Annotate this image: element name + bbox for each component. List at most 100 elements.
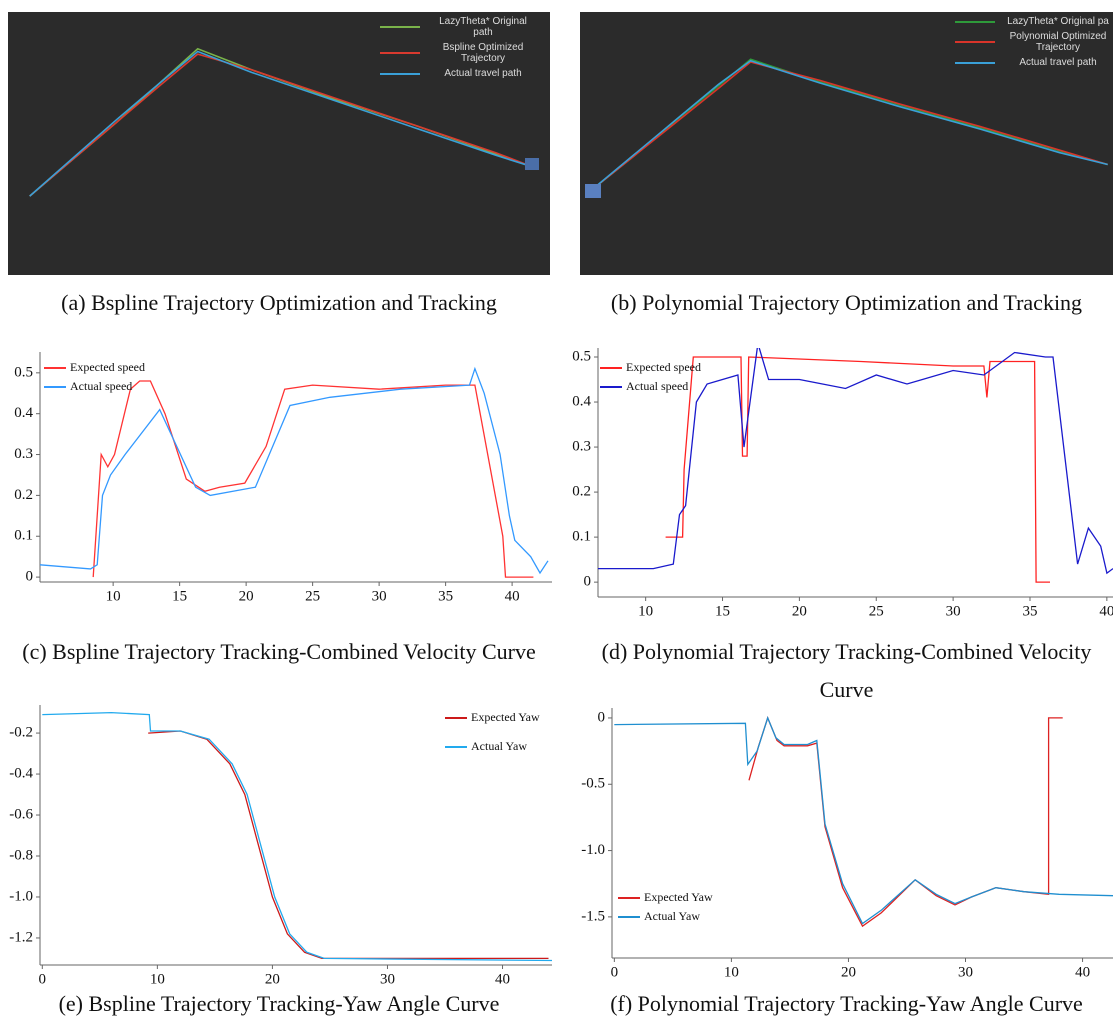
legend-swatch — [380, 26, 420, 28]
legend-entry: Expected speed — [44, 360, 145, 375]
legend-entry: Actual travel path — [380, 68, 538, 79]
series-line — [666, 357, 1050, 582]
legend-label: Actual Yaw — [644, 909, 700, 924]
legend-label: LazyTheta* Original pa — [1003, 16, 1113, 27]
legend-label: Bspline Optimized Trajectory — [428, 42, 538, 64]
series-line — [749, 718, 1063, 926]
series-line — [40, 369, 548, 573]
legend-swatch — [955, 62, 995, 64]
legend-label: Actual speed — [70, 379, 132, 394]
y-tick-label: -1.0 — [9, 888, 33, 904]
x-tick-label: 15 — [715, 603, 730, 619]
figure: 0 0.1 0.2 0.3 0.4 0.5 10 15 20 25 30 35 40 0 0.1 0.2 0.3… — [0, 0, 1113, 1036]
x-tick-label: 30 — [372, 588, 387, 604]
legend-swatch — [445, 746, 467, 748]
y-tick-label: 0.1 — [572, 529, 591, 545]
x-tick-label: 40 — [1075, 964, 1090, 980]
legend-label: Expected speed — [70, 360, 145, 375]
caption: (f) Polynomial Trajectory Tracking-Yaw A… — [580, 985, 1113, 1023]
legend-label: Expected speed — [626, 360, 701, 375]
legend: Expected speed Actual speed — [600, 360, 701, 398]
legend-entry: Expected speed — [600, 360, 701, 375]
legend-label: Expected Yaw — [471, 710, 540, 725]
x-tick-label: 30 — [946, 603, 961, 619]
x-tick-label: 20 — [239, 588, 254, 604]
y-tick-label: 0.2 — [14, 487, 33, 503]
legend-entry: Bspline Optimized Trajectory — [380, 42, 538, 64]
legend: LazyTheta* Original pa Polynomial Optimiz… — [955, 16, 1113, 72]
x-tick-label: 20 — [841, 964, 856, 980]
legend-entry: Actual speed — [600, 379, 701, 394]
legend: LazyTheta* Original path Bspline Optimize… — [380, 16, 538, 83]
x-tick-label: 35 — [438, 588, 453, 604]
y-tick-label: -1.0 — [581, 842, 605, 858]
y-tick-label: -0.6 — [9, 806, 33, 822]
x-tick-label: 25 — [305, 588, 320, 604]
x-tick-label: 0 — [611, 964, 619, 980]
legend-label: Actual travel path — [428, 68, 538, 79]
legend-label: Actual travel path — [1003, 57, 1113, 68]
legend-swatch — [445, 717, 467, 719]
x-tick-label: 40 — [505, 588, 520, 604]
legend-label: LazyTheta* Original path — [428, 16, 538, 38]
x-tick-label: 10 — [638, 603, 653, 619]
y-tick-label: 0.5 — [572, 348, 591, 364]
legend-swatch — [380, 52, 420, 54]
panel: 0 -0.5 -1.0 -1.5 0 10 20 30 40 — [581, 708, 1113, 980]
y-tick-label: -0.2 — [9, 725, 33, 741]
x-tick-label: 10 — [724, 964, 739, 980]
figure-canvas: 0 0.1 0.2 0.3 0.4 0.5 10 15 20 25 30 35 40 0 0.1 0.2 0.3… — [0, 0, 1113, 1036]
y-tick-label: 0.3 — [572, 438, 591, 454]
y-tick-label: 0.1 — [14, 528, 33, 544]
legend-entry: Actual travel path — [955, 57, 1113, 68]
legend-entry: LazyTheta* Original pa — [955, 16, 1113, 27]
robot-icon — [585, 184, 601, 198]
y-tick-label: -0.5 — [581, 776, 605, 792]
y-tick-label: 0.4 — [14, 405, 33, 421]
x-tick-label: 25 — [869, 603, 884, 619]
x-tick-label: 20 — [792, 603, 807, 619]
legend: Expected speed Actual speed — [44, 360, 145, 398]
caption: (e) Bspline Trajectory Tracking-Yaw Angl… — [8, 985, 550, 1023]
legend: Expected Yaw Actual Yaw — [618, 890, 713, 928]
y-tick-label: 0.2 — [572, 484, 591, 500]
y-tick-label: 0 — [598, 709, 606, 725]
y-tick-label: -1.5 — [581, 908, 605, 924]
legend-swatch — [618, 916, 640, 918]
y-tick-label: 0.5 — [14, 364, 33, 380]
legend-entry: Expected Yaw — [618, 890, 713, 905]
caption: (a) Bspline Trajectory Optimization and … — [8, 284, 550, 322]
legend-swatch — [380, 73, 420, 75]
x-tick-label: 30 — [958, 964, 973, 980]
legend-entry: Actual Yaw — [445, 739, 545, 754]
y-tick-label: -1.2 — [9, 929, 33, 945]
legend-label: Polynomial Optimized Trajectory — [1003, 31, 1113, 53]
y-tick-label: 0 — [26, 569, 34, 585]
x-tick-label: 15 — [172, 588, 187, 604]
legend-swatch — [44, 386, 66, 388]
y-tick-label: 0.4 — [572, 393, 591, 409]
x-tick-label: 10 — [106, 588, 121, 604]
legend-entry: LazyTheta* Original path — [380, 16, 538, 38]
legend-swatch — [44, 367, 66, 369]
legend-label: Expected Yaw — [644, 890, 713, 905]
robot-icon — [525, 158, 539, 170]
legend-entry: Polynomial Optimized Trajectory — [955, 31, 1113, 53]
x-tick-label: 40 — [1099, 603, 1113, 619]
legend-swatch — [600, 386, 622, 388]
legend-entry: Actual speed — [44, 379, 145, 394]
caption: (c) Bspline Trajectory Tracking-Combined… — [8, 633, 550, 671]
y-tick-label: 0.3 — [14, 446, 33, 462]
legend-swatch — [955, 21, 995, 23]
legend-entry: Actual Yaw — [618, 909, 713, 924]
legend-label: Actual Yaw — [471, 739, 527, 754]
legend-label: Actual speed — [626, 379, 688, 394]
y-tick-label: 0 — [584, 574, 592, 590]
legend-swatch — [618, 897, 640, 899]
caption: (b) Polynomial Trajectory Optimization a… — [580, 284, 1113, 322]
y-tick-label: -0.4 — [9, 765, 33, 781]
y-tick-label: -0.8 — [9, 847, 33, 863]
legend-swatch — [600, 367, 622, 369]
caption: (d) Polynomial Trajectory Tracking-Combi… — [580, 633, 1113, 709]
legend-swatch — [955, 41, 995, 43]
